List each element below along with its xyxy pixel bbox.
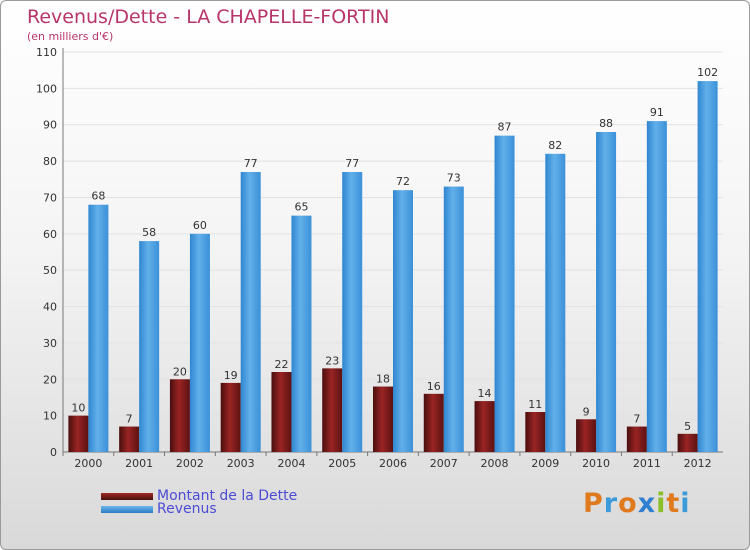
data-label-dette: 19 [224, 369, 238, 382]
y-tick-label: 30 [43, 337, 57, 350]
logo-letter: P [583, 488, 604, 519]
logo-letter: i [656, 488, 667, 519]
data-label-revenus: 87 [498, 121, 512, 134]
data-label-revenus: 73 [447, 172, 461, 185]
proxiti-logo: Proxiti [583, 488, 691, 519]
x-tick-label: 2004 [277, 457, 305, 470]
bar-dette [677, 433, 698, 452]
data-label-revenus: 65 [294, 201, 308, 214]
y-tick-label: 50 [43, 264, 57, 277]
data-label-dette: 7 [126, 413, 133, 426]
x-tick-label: 2001 [125, 457, 153, 470]
logo-letter: o [618, 488, 638, 519]
data-label-dette: 20 [173, 365, 187, 378]
data-label-revenus: 82 [548, 139, 562, 152]
legend-label-dette: Montant de la Dette [157, 488, 298, 504]
bar-revenus [393, 190, 413, 452]
y-tick-label: 100 [36, 82, 57, 95]
bar-revenus [291, 215, 312, 452]
legend-item-revenus: Revenus [101, 501, 217, 517]
data-label-revenus: 88 [599, 117, 613, 130]
legend-swatch-revenus [101, 505, 153, 513]
data-label-dette: 14 [478, 387, 492, 400]
y-tick-label: 10 [43, 410, 57, 423]
y-tick-label: 0 [50, 446, 57, 459]
bar-revenus [697, 81, 718, 452]
bar-dette [626, 426, 647, 452]
data-label-revenus: 77 [244, 157, 258, 170]
x-tick-label: 2011 [633, 457, 661, 470]
y-tick-label: 90 [43, 119, 57, 132]
legend-item-dette: Montant de la Dette [101, 488, 297, 504]
data-label-revenus: 72 [396, 175, 410, 188]
y-tick-label: 70 [43, 191, 57, 204]
bar-revenus [545, 153, 566, 452]
data-label-dette: 11 [528, 398, 542, 411]
x-tick-label: 2008 [481, 457, 509, 470]
y-tick-label: 20 [43, 373, 57, 386]
data-label-dette: 18 [376, 373, 390, 386]
bar-dette [576, 419, 597, 452]
bar-revenus [443, 186, 464, 452]
logo-letter: x [637, 488, 657, 519]
y-tick-label: 80 [43, 155, 57, 168]
bar-revenus [139, 241, 160, 452]
bar-dette [474, 401, 495, 452]
data-label-revenus: 58 [142, 226, 156, 239]
data-label-revenus: 60 [193, 219, 207, 232]
data-label-revenus: 91 [650, 106, 664, 119]
bar-dette [271, 372, 292, 452]
data-label-dette: 23 [325, 354, 339, 367]
chart-title: Revenus/Dette - LA CHAPELLE-FORTIN [27, 6, 390, 28]
data-label-revenus: 68 [91, 190, 105, 203]
x-tick-label: 2010 [582, 457, 610, 470]
bar-revenus [88, 204, 109, 452]
data-label-dette: 10 [71, 402, 85, 415]
bar-dette [220, 382, 241, 452]
logo-letter: r [603, 488, 619, 519]
data-label-dette: 16 [427, 380, 441, 393]
legend-label-revenus: Revenus [157, 501, 217, 517]
x-tick-label: 2000 [74, 457, 102, 470]
x-tick-label: 2007 [430, 457, 458, 470]
bar-revenus [342, 172, 363, 452]
logo-letter: t [666, 488, 681, 519]
y-tick-label: 110 [36, 46, 57, 59]
bar-revenus [189, 233, 210, 452]
data-label-dette: 5 [684, 420, 691, 433]
legend-swatch-dette [101, 492, 153, 500]
bar-dette [525, 412, 546, 452]
chart-subtitle: (en milliers d'€) [27, 30, 114, 43]
data-label-dette: 9 [583, 405, 590, 418]
bar-dette [119, 426, 140, 452]
data-label-revenus: 77 [345, 157, 359, 170]
bar-revenus [240, 172, 261, 452]
bar-dette [68, 415, 89, 452]
data-label-dette: 22 [274, 358, 288, 371]
bar-dette [373, 386, 393, 452]
bar-dette [322, 368, 343, 452]
bar-dette [423, 393, 444, 452]
bar-dette [169, 379, 190, 452]
x-tick-label: 2005 [328, 457, 356, 470]
y-tick-label: 60 [43, 228, 57, 241]
x-tick-label: 2009 [531, 457, 559, 470]
y-tick-label: 40 [43, 301, 57, 314]
data-label-revenus: 102 [697, 66, 718, 79]
data-label-dette: 7 [633, 413, 640, 426]
bar-revenus [494, 135, 515, 453]
x-tick-label: 2003 [227, 457, 255, 470]
x-tick-label: 2012 [684, 457, 712, 470]
x-tick-label: 2002 [176, 457, 204, 470]
logo-letter: i [680, 488, 691, 519]
bar-revenus [596, 132, 617, 452]
x-tick-label: 2006 [379, 457, 407, 470]
bar-revenus [646, 121, 667, 452]
